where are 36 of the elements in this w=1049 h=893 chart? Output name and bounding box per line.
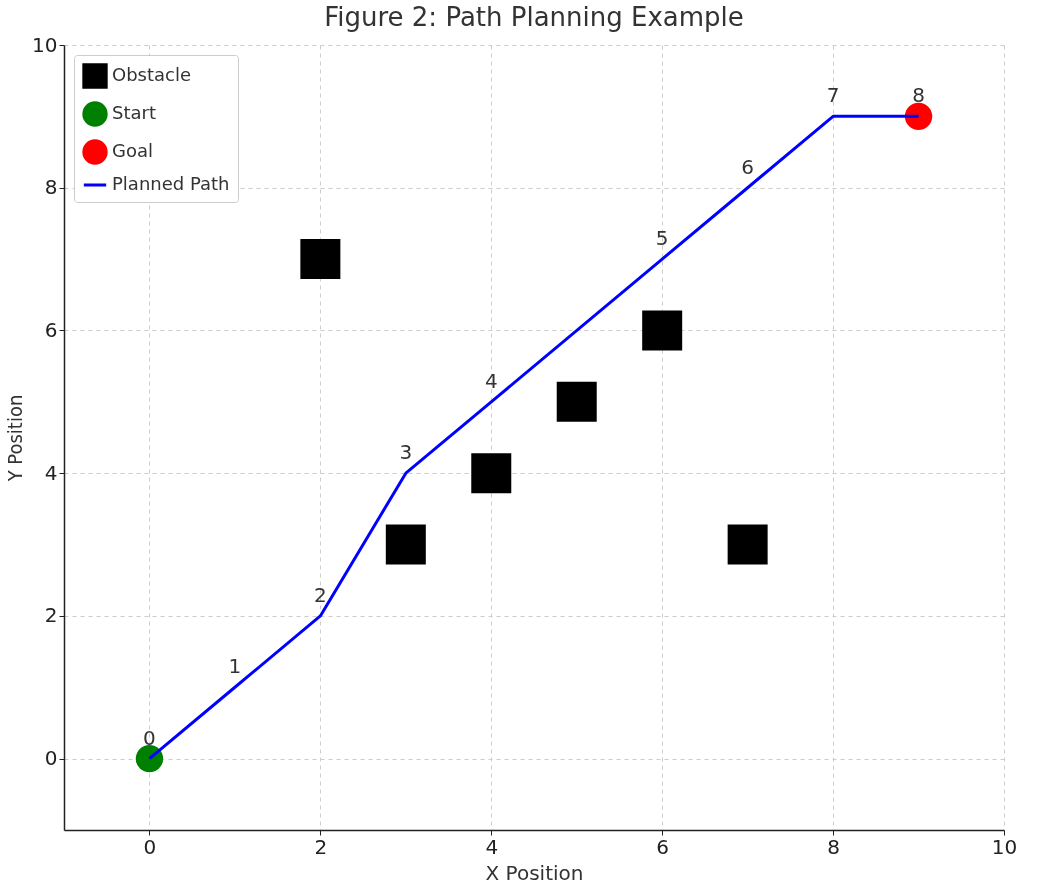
y-tick-label: 6	[44, 317, 58, 342]
annotation: 4	[484, 368, 498, 393]
x-tick-label: 10	[991, 834, 1018, 859]
x-tick-label: 0	[143, 834, 157, 859]
annotation: 3	[399, 440, 413, 465]
point	[135, 744, 164, 773]
annotation: 1	[228, 654, 242, 679]
annotation: 2	[314, 582, 327, 607]
y-tick-label: 2	[44, 603, 58, 628]
y-tick-label: 4	[44, 460, 58, 485]
x-tick-label: 2	[314, 834, 328, 859]
annotation: 0	[143, 725, 156, 750]
point	[904, 102, 933, 131]
annotation: 5	[655, 226, 669, 251]
y-tick-label: 8	[44, 175, 58, 200]
point	[556, 381, 597, 422]
point	[300, 239, 341, 280]
point	[385, 524, 426, 565]
x-tick-label: 8	[827, 834, 840, 859]
y-axis-title: Y Position	[3, 394, 28, 483]
legend-label: Obstacle	[112, 64, 192, 85]
annotation: 7	[826, 83, 840, 108]
annotation: 8	[912, 83, 925, 108]
point	[727, 524, 768, 565]
x-tick-label: 4	[485, 834, 499, 859]
legend-label: Goal	[112, 140, 153, 161]
legend-label: Start	[112, 102, 156, 123]
point	[471, 453, 512, 494]
point	[642, 310, 683, 351]
annotation: 6	[741, 154, 754, 179]
x-tick-label: 6	[656, 834, 670, 859]
legend-label: Planned Path	[112, 173, 230, 194]
x-axis-title: X Position	[485, 860, 584, 885]
chart-title: Figure 2: Path Planning Example	[324, 2, 744, 32]
y-tick-label: 10	[32, 32, 58, 57]
y-tick-label: 0	[44, 746, 58, 771]
